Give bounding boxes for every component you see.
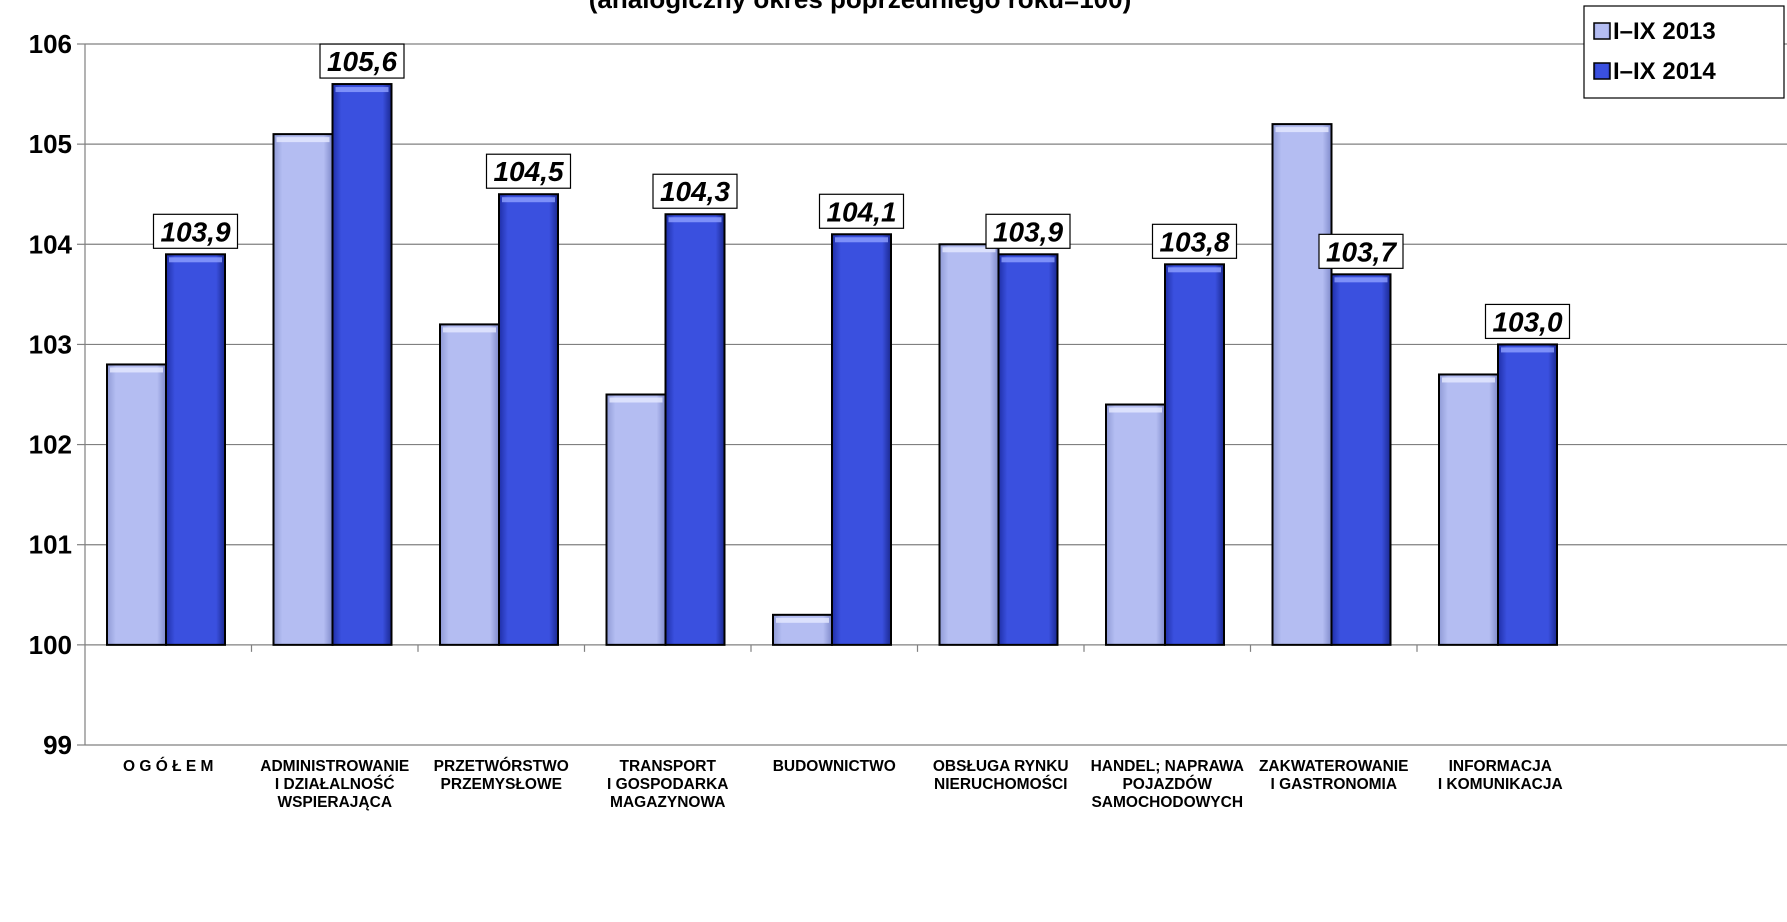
data-label: 105,6 <box>319 43 405 79</box>
data-label: 104,3 <box>652 173 738 209</box>
x-category-label: TRANSPORT I GOSPODARKA MAGAZYNOWA <box>607 758 728 811</box>
svg-text:103,0: 103,0 <box>1492 306 1562 337</box>
x-category-label: O G Ó Ł E M <box>123 757 213 775</box>
svg-text:104,1: 104,1 <box>826 196 896 227</box>
bar-2014 <box>1164 263 1225 646</box>
data-label: 103,9 <box>985 213 1071 249</box>
bar-2013 <box>1105 403 1166 646</box>
bar-2013 <box>605 393 667 646</box>
bar-2014 <box>165 253 226 646</box>
x-category-label: ADMINISTROWANIE I DZIAŁALNOŚĆ WSPIERAJĄCA <box>260 758 409 811</box>
svg-text:104,5: 104,5 <box>493 156 563 187</box>
x-axis: O G Ó Ł E M ADMINISTROWANIE I DZIAŁALNOŚĆ W… <box>123 644 1563 811</box>
x-category-label: ZAKWATEROWANIE I GASTRONOMIA <box>1259 758 1409 793</box>
svg-text:103,9: 103,9 <box>160 216 230 247</box>
bar-2014 <box>831 233 892 646</box>
bar-2014 <box>664 213 726 646</box>
bars <box>106 83 1558 646</box>
data-label: 103,8 <box>1151 223 1238 259</box>
legend-swatch <box>1593 62 1611 80</box>
data-label: 103,7 <box>1318 233 1404 269</box>
bar-2013 <box>106 363 167 646</box>
legend-label: I–IX 2013 <box>1613 18 1716 45</box>
data-label: 103,9 <box>152 213 239 249</box>
x-category-label: HANDEL; NAPRAWA POJAZDÓW SAMOCHODOWYCH <box>1091 758 1244 811</box>
y-tick-label: 101 <box>29 530 72 560</box>
x-category-label: OBSŁUGA RYNKU NIERUCHOMOŚCI <box>933 758 1069 793</box>
legend-swatch <box>1593 22 1611 40</box>
bar-2013 <box>772 613 833 646</box>
y-tick-label: 100 <box>29 630 72 660</box>
data-label: 104,5 <box>485 153 572 189</box>
legend-label: I–IX 2014 <box>1613 58 1716 85</box>
svg-text:104,3: 104,3 <box>660 176 730 207</box>
chart-title: (analogiczny okres poprzedniego roku=100… <box>589 0 1132 14</box>
bar-2014 <box>498 193 559 646</box>
svg-text:103,9: 103,9 <box>993 216 1063 247</box>
svg-text:105,6: 105,6 <box>327 46 397 77</box>
legend-box <box>1583 5 1785 99</box>
data-label: 104,1 <box>818 193 905 229</box>
data-label: 103,0 <box>1484 303 1571 340</box>
y-tick-label: 102 <box>29 430 72 460</box>
y-tick-label: 99 <box>43 730 72 760</box>
bar-2014 <box>1330 273 1392 646</box>
bar-2013 <box>1271 123 1333 646</box>
bar-2014 <box>1497 343 1558 646</box>
x-category-label: INFORMACJA I KOMUNIKACJA <box>1438 758 1563 793</box>
data-labels: 103,9 105,6 104,5 104,3 104,1 103,9 103,8 103,7… <box>152 43 1571 340</box>
bar-2013 <box>439 323 500 646</box>
x-category-label: BUDOWNICTWO <box>773 758 896 775</box>
x-category-label: PRZETWÓRSTWO PRZEMYSŁOWE <box>434 757 569 793</box>
y-axis: 99 100 101 102 103 104 105 106 <box>29 29 86 760</box>
y-tick-label: 103 <box>29 329 72 359</box>
bar-2013 <box>272 133 334 646</box>
y-tick-label: 105 <box>29 129 72 159</box>
bar-2013 <box>938 243 1000 646</box>
bar-2014 <box>997 253 1059 646</box>
bar-2013 <box>1438 373 1499 646</box>
legend: I–IX 2013 I–IX 2014 <box>1583 5 1785 99</box>
y-tick-label: 106 <box>29 29 72 59</box>
svg-text:103,8: 103,8 <box>1159 226 1229 257</box>
y-tick-label: 104 <box>29 229 73 259</box>
svg-text:103,7: 103,7 <box>1326 236 1397 267</box>
bar-2014 <box>331 83 393 646</box>
